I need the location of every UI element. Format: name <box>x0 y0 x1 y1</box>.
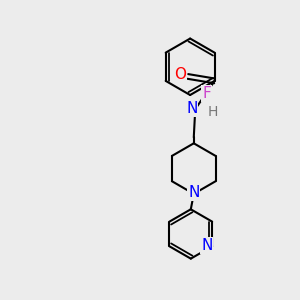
Text: F: F <box>202 86 211 101</box>
Text: N: N <box>201 238 212 253</box>
Text: H: H <box>207 104 218 118</box>
Text: O: O <box>174 68 186 82</box>
Text: N: N <box>186 101 197 116</box>
Text: N: N <box>188 185 200 200</box>
